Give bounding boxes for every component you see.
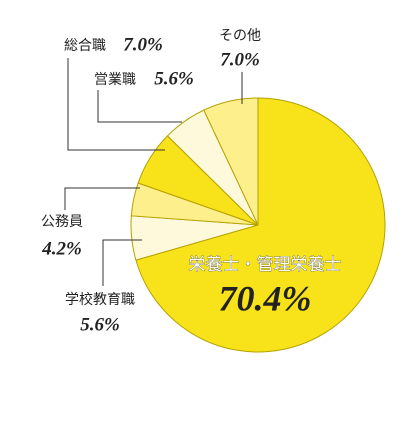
leader-line [64,187,140,210]
leader-line [102,239,142,286]
pie-slice [203,97,259,226]
leader-line [97,90,182,123]
leader-line [67,58,165,151]
slice-label: 総合職 [64,38,106,54]
value-label: 5.6% [154,68,194,89]
value-label: 5.6% [80,314,120,335]
slice-label: 栄養士・管理栄養士 [189,255,342,275]
slice-label: 学校教育職 [65,291,135,308]
value-label: 4.2% [41,238,82,259]
slice-label: その他 [219,28,261,44]
slice-label: 営業職 [94,72,136,88]
value-label: 7.0% [123,34,163,55]
pie-slice [135,97,386,353]
value-label: 7.0% [220,49,260,70]
slice-label: 公務員 [41,214,83,230]
value-label: 70.4% [219,278,312,318]
